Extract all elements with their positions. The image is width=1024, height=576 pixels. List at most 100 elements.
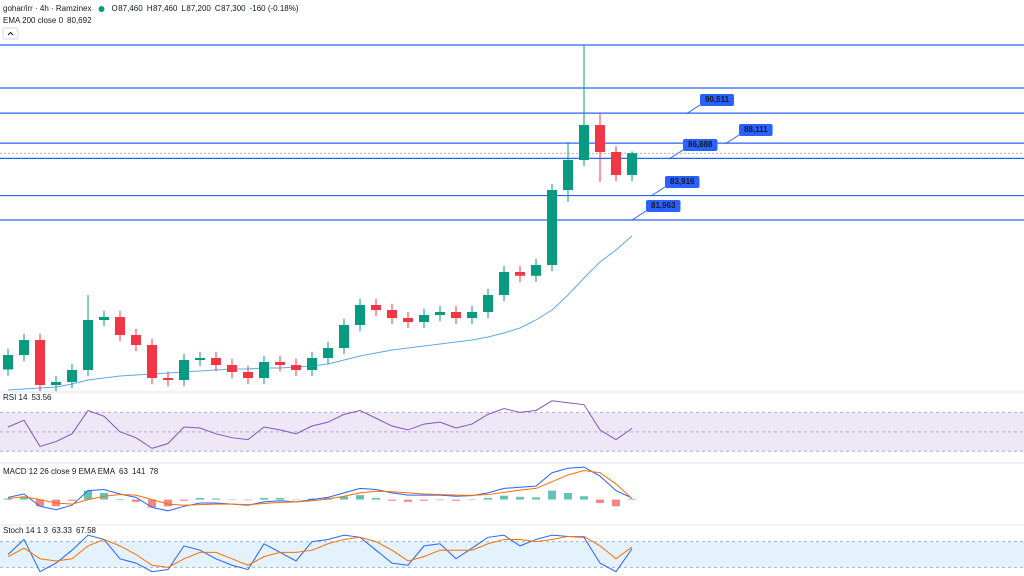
macd-histogram-bar — [116, 499, 124, 500]
ohlc-value: 87,460 — [153, 4, 178, 13]
candle-body — [371, 305, 381, 310]
candle-body — [195, 358, 205, 360]
ohlc-label: H — [147, 4, 153, 13]
candle-body — [67, 370, 77, 382]
macd-histogram-bar — [308, 498, 316, 500]
candle-body — [323, 348, 333, 358]
macd-histogram-bar — [4, 498, 12, 500]
ema-legend: EMA 200 close 0 — [3, 16, 64, 25]
candle-body — [291, 365, 301, 370]
candle-body — [35, 340, 45, 385]
macd-histogram-bar — [484, 497, 492, 500]
level-leader — [668, 149, 684, 160]
macd-histogram-bar — [84, 490, 92, 500]
macd-histogram-bar — [132, 499, 140, 502]
ohlc-value: 87,300 — [221, 4, 246, 13]
level-leader — [631, 210, 647, 221]
macd-histogram-bar — [228, 499, 236, 501]
level-label: 90,511 — [705, 95, 730, 104]
candle-body — [355, 305, 365, 325]
candle-body — [19, 340, 29, 355]
macd-histogram-bar — [356, 495, 364, 500]
level-leader — [650, 186, 666, 197]
candle-body — [115, 317, 125, 335]
candle-body — [627, 153, 637, 175]
signal-value: 78 — [149, 467, 158, 476]
rsi-line — [7, 400, 633, 449]
candle-body — [515, 272, 525, 276]
macd-histogram-bar — [180, 499, 188, 501]
level-label-box — [700, 94, 735, 106]
candle-body — [403, 318, 413, 322]
ema-legend-value: 80,692 — [67, 16, 92, 25]
rsi-legend-value: 53.56 — [31, 393, 52, 402]
macd-histogram-bar — [452, 499, 460, 501]
macd-histogram-bar — [436, 499, 444, 501]
level-label: 81,963 — [651, 201, 676, 210]
macd-histogram-value: 63 — [119, 467, 128, 476]
macd-histogram-bar — [580, 496, 588, 500]
stoch-k-line — [7, 534, 633, 573]
candle-body — [531, 265, 541, 276]
macd-histogram-bar — [148, 499, 156, 508]
macd-histogram-bar — [388, 499, 396, 501]
macd-histogram-bar — [20, 496, 28, 500]
candle-body — [435, 312, 445, 315]
candle-body — [611, 152, 621, 175]
level-label-box — [665, 176, 700, 188]
level-label: 86,888 — [688, 140, 713, 149]
level-leader — [685, 104, 701, 115]
macd-histogram-bar — [260, 497, 268, 500]
level-label: 83,916 — [670, 177, 695, 186]
ema-line — [7, 235, 633, 391]
macd-histogram-bar — [212, 498, 220, 500]
macd-histogram-bar — [292, 499, 300, 501]
macd-value: 141 — [132, 467, 146, 476]
macd-histogram-bar — [612, 499, 620, 507]
rsi-legend: RSI 14 — [3, 393, 28, 402]
macd-histogram-bar — [500, 495, 508, 500]
macd-histogram-bar — [244, 499, 252, 501]
collapse-icon[interactable] — [7, 31, 14, 36]
candle-body — [339, 325, 349, 348]
macd-histogram-bar — [372, 497, 380, 500]
symbol-title: gohar/irr · 4h · Ramzinex — [3, 4, 91, 13]
level-label: 88,111 — [744, 125, 768, 134]
macd-histogram-bar — [420, 499, 428, 501]
candle-body — [563, 160, 573, 190]
macd-histogram-bar — [164, 499, 172, 507]
level-label-box — [739, 124, 773, 136]
level-label-box — [646, 200, 681, 212]
candle-body — [451, 312, 461, 318]
macd-line — [7, 466, 633, 512]
stoch-legend: Stoch 14 1 3 — [3, 526, 48, 535]
collapse-button[interactable] — [2, 27, 19, 40]
candle-body — [83, 320, 93, 370]
ohlc-label: C — [215, 4, 221, 13]
candle-body — [243, 372, 253, 378]
candle-body — [131, 335, 141, 345]
candle-body — [147, 345, 157, 378]
macd-histogram-bar — [532, 497, 540, 500]
candle-body — [179, 360, 189, 380]
candle-body — [163, 378, 173, 380]
collapse-button-box[interactable] — [2, 27, 19, 40]
stoch-d-value: 67.58 — [76, 526, 97, 535]
macd-histogram-bar — [196, 497, 204, 500]
macd-legend: MACD 12 26 close 9 EMA EMA — [3, 467, 116, 476]
stoch-band — [0, 541, 1024, 568]
candle-body — [3, 355, 13, 370]
stoch-d-line — [7, 535, 633, 568]
candle-body — [307, 358, 317, 370]
candle-body — [211, 358, 221, 365]
macd-histogram-bar — [596, 499, 604, 503]
level-leader — [724, 134, 740, 145]
ohlc-value: 87,200 — [186, 4, 211, 13]
candle-body — [547, 190, 557, 265]
candle-body — [419, 315, 429, 322]
candle-body — [595, 125, 605, 152]
candle-body — [579, 125, 589, 160]
